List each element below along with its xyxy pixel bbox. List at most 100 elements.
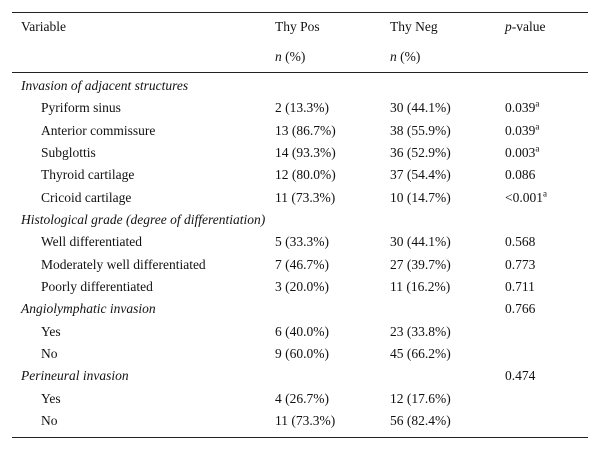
footnote-mark: a: [535, 143, 540, 154]
p-value: 0.039: [505, 122, 536, 138]
footnote-mark: a: [543, 188, 547, 199]
section-header: Perineural invasion: [21, 365, 129, 387]
row-label: Subglottis: [41, 144, 96, 160]
row-label-cell: Moderately well differentiated: [41, 254, 206, 276]
p-value-cell: 0.039a: [505, 120, 539, 142]
row-label: Pyriform sinus: [41, 100, 121, 116]
section-p-value: 0.474: [505, 365, 535, 387]
section-header: Invasion of adjacent structures: [21, 75, 188, 97]
thy-pos-cell: 11 (73.3%): [275, 187, 335, 209]
thy-neg: 56 (82.4%): [390, 412, 451, 428]
row-label-cell: Subglottis: [41, 142, 96, 164]
thy-pos: 9 (60.0%): [275, 345, 329, 361]
thy-pos: 7 (46.7%): [275, 256, 329, 272]
footnote-mark: a: [535, 98, 540, 109]
row-label: Yes: [41, 390, 61, 406]
p-value: 0.766: [505, 301, 536, 317]
column-header: Thy Neg: [390, 16, 438, 38]
row-label-cell: Anterior commissure: [41, 120, 155, 142]
footnote-mark: a: [535, 121, 540, 132]
section-header: Histological grade (degree of differenti…: [21, 209, 265, 231]
thy-neg: 36 (52.9%): [390, 144, 451, 160]
thy-neg-cell: 38 (55.9%): [390, 120, 451, 142]
p-value: 0.711: [505, 278, 535, 294]
column-unit: n (%): [390, 46, 420, 68]
thy-neg: 12 (17.6%): [390, 390, 451, 406]
thy-neg-cell: 12 (17.6%): [390, 388, 451, 410]
thy-neg: 27 (39.7%): [390, 256, 451, 272]
thy-pos-cell: 9 (60.0%): [275, 343, 329, 365]
thy-pos-cell: 12 (80.0%): [275, 164, 336, 186]
p-value: 0.039: [505, 100, 536, 116]
unit-italic: n: [275, 49, 282, 64]
section-title: Histological grade (degree of differenti…: [21, 211, 266, 227]
thy-pos: 11 (73.3%): [275, 412, 336, 428]
thy-pos-cell: 7 (46.7%): [275, 254, 329, 276]
thy-neg-cell: 23 (33.8%): [390, 321, 451, 343]
row-label-cell: No: [41, 343, 58, 365]
row-label-cell: Yes: [41, 388, 61, 410]
unit-italic: n: [390, 49, 397, 64]
thy-pos: 14 (93.3%): [275, 144, 336, 160]
row-label-cell: Well differentiated: [41, 231, 142, 253]
thy-pos: 4 (26.7%): [275, 390, 329, 406]
row-label-cell: Yes: [41, 321, 61, 343]
row-label: Moderately well differentiated: [41, 256, 206, 272]
column-header-text: Thy Pos: [275, 19, 320, 34]
row-label: No: [41, 345, 58, 361]
thy-neg: 38 (55.9%): [390, 122, 451, 138]
section-title: Invasion of adjacent structures: [21, 78, 189, 93]
column-header: Thy Pos: [275, 16, 320, 38]
thy-neg: 23 (33.8%): [390, 323, 451, 339]
unit-text: (%): [396, 49, 421, 64]
unit-text: (%): [281, 49, 306, 64]
column-unit: n (%): [275, 46, 305, 68]
thy-pos: 5 (33.3%): [275, 234, 329, 250]
p-value-cell: 0.086: [505, 164, 535, 186]
thy-pos-cell: 11 (73.3%): [275, 410, 335, 432]
thy-pos: 12 (80.0%): [275, 167, 336, 183]
thy-pos: 13 (86.7%): [275, 122, 336, 138]
thy-pos-cell: 3 (20.0%): [275, 276, 329, 298]
thy-neg-cell: 11 (16.2%): [390, 276, 450, 298]
thy-neg-cell: 45 (66.2%): [390, 343, 451, 365]
thy-neg: 10 (14.7%): [390, 189, 451, 205]
row-label: No: [41, 412, 58, 428]
thy-pos: 6 (40.0%): [275, 323, 329, 339]
thy-pos-cell: 13 (86.7%): [275, 120, 336, 142]
thy-neg-cell: 27 (39.7%): [390, 254, 451, 276]
row-label: Cricoid cartilage: [41, 189, 132, 205]
row-label: Anterior commissure: [41, 122, 156, 138]
p-value: 0.773: [505, 256, 536, 272]
thy-neg-cell: 56 (82.4%): [390, 410, 451, 432]
p-value: 0.474: [505, 368, 536, 384]
thy-neg: 45 (66.2%): [390, 345, 451, 361]
thy-neg-cell: 30 (44.1%): [390, 97, 451, 119]
column-header-text: -value: [511, 19, 546, 34]
row-label-cell: Cricoid cartilage: [41, 187, 131, 209]
thy-pos-cell: 4 (26.7%): [275, 388, 329, 410]
thy-neg: 11 (16.2%): [390, 278, 451, 294]
table-top-rule: [12, 12, 588, 13]
p-value-cell: 0.039a: [505, 97, 539, 119]
thy-neg: 30 (44.1%): [390, 234, 451, 250]
thy-pos: 2 (13.3%): [275, 100, 329, 116]
thy-neg-cell: 36 (52.9%): [390, 142, 451, 164]
p-value: 0.003: [505, 144, 536, 160]
thy-neg-cell: 37 (54.4%): [390, 164, 451, 186]
row-label-cell: Pyriform sinus: [41, 97, 121, 119]
thy-pos: 11 (73.3%): [275, 189, 336, 205]
column-header-text: Thy Neg: [390, 19, 438, 34]
p-value: 0.086: [505, 167, 536, 183]
row-label-cell: No: [41, 410, 58, 432]
row-label-cell: Poorly differentiated: [41, 276, 153, 298]
section-p-value: 0.766: [505, 298, 535, 320]
table-bottom-rule: [12, 437, 588, 438]
thy-pos-cell: 2 (13.3%): [275, 97, 329, 119]
row-label-cell: Thyroid cartilage: [41, 164, 134, 186]
row-label: Poorly differentiated: [41, 278, 153, 294]
section-title: Perineural invasion: [21, 368, 129, 384]
p-value: 0.568: [505, 234, 536, 250]
row-label: Well differentiated: [41, 234, 142, 250]
thy-neg: 37 (54.4%): [390, 167, 451, 183]
